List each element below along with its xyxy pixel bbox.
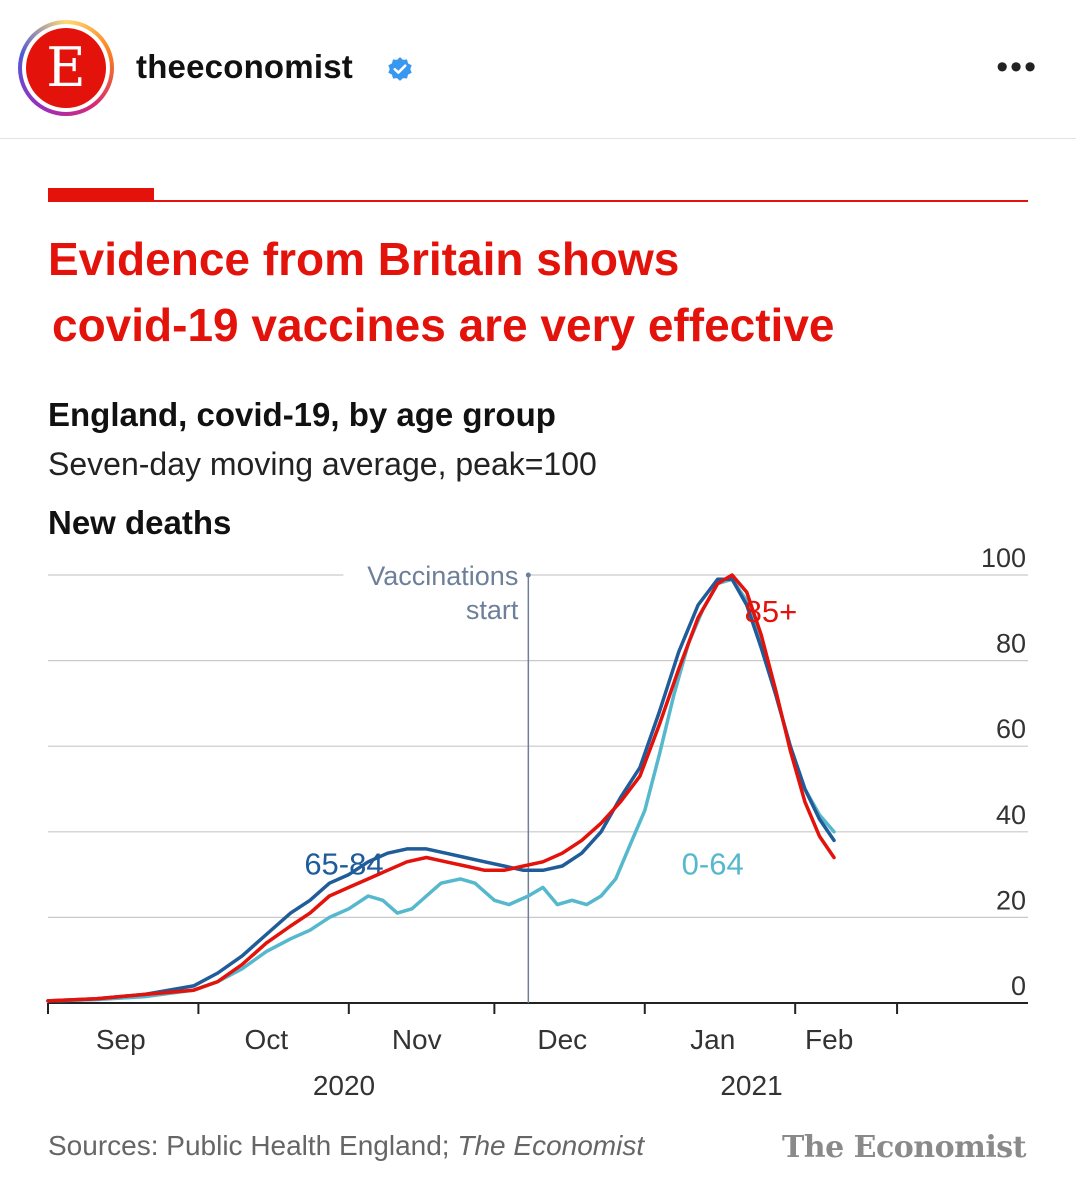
profile-avatar[interactable]: E <box>18 20 114 116</box>
chart-title-line-2: covid-19 vaccines are very effective <box>52 299 835 351</box>
y-tick-label: 60 <box>996 714 1026 744</box>
username[interactable]: theeconomist <box>136 48 353 85</box>
y-tick-label: 100 <box>981 543 1026 573</box>
more-options-icon[interactable]: ••• <box>996 48 1038 86</box>
x-year-label: 2021 <box>720 1070 782 1101</box>
sources-italic: The Economist <box>457 1130 645 1161</box>
line-chart: 0 20 40 60 80 100 Sep Oct Nov Dec Jan Feb 2020 2021 Va… <box>46 543 1028 1101</box>
series-line-85+ <box>46 573 836 1003</box>
series-label-85+: 85+ <box>745 594 798 629</box>
y-tick-label: 20 <box>996 885 1026 915</box>
post-header: E theeconomist ••• <box>0 0 1076 139</box>
annotation-label: start <box>466 595 519 625</box>
y-tick-label: 80 <box>996 629 1026 659</box>
x-year-label: 2020 <box>313 1070 375 1101</box>
chart-subtitle-2: Seven-day moving average, peak=100 <box>48 446 597 482</box>
x-tick-label: Sep <box>96 1024 146 1055</box>
x-tick-label: Jan <box>690 1024 735 1055</box>
verified-badge-icon <box>388 57 412 81</box>
vaccination-marker-dot <box>525 572 531 578</box>
chart-subtitle: England, covid-19, by age group <box>48 396 556 433</box>
chart-title-line-1: Evidence from Britain shows <box>48 233 680 285</box>
y-tick-label: 40 <box>996 800 1026 830</box>
annotation-label: Vaccinations <box>367 561 518 591</box>
brand-tab <box>48 188 154 202</box>
chart-title: Evidence from Britain shows covid-19 vac… <box>48 226 1008 358</box>
series-line-0-64 <box>46 577 836 1003</box>
panel-title: New deaths <box>48 504 232 541</box>
x-tick-label: Nov <box>392 1024 442 1055</box>
y-tick-label: 0 <box>1011 971 1026 1001</box>
annotation-mask <box>343 551 528 633</box>
economist-wordmark: The Economist <box>781 1130 1027 1165</box>
economist-logo-icon: E <box>26 28 106 108</box>
series-label-0-64: 0-64 <box>682 847 744 882</box>
x-tick-label: Feb <box>805 1024 853 1055</box>
sources-note: Sources: Public Health England; The Econ… <box>48 1130 645 1161</box>
series-line-65-84 <box>46 577 836 1003</box>
series-label-65-84: 65-84 <box>304 847 383 882</box>
x-tick-label: Dec <box>537 1024 587 1055</box>
x-tick-label: Oct <box>245 1024 289 1055</box>
brand-rule <box>48 200 1028 202</box>
